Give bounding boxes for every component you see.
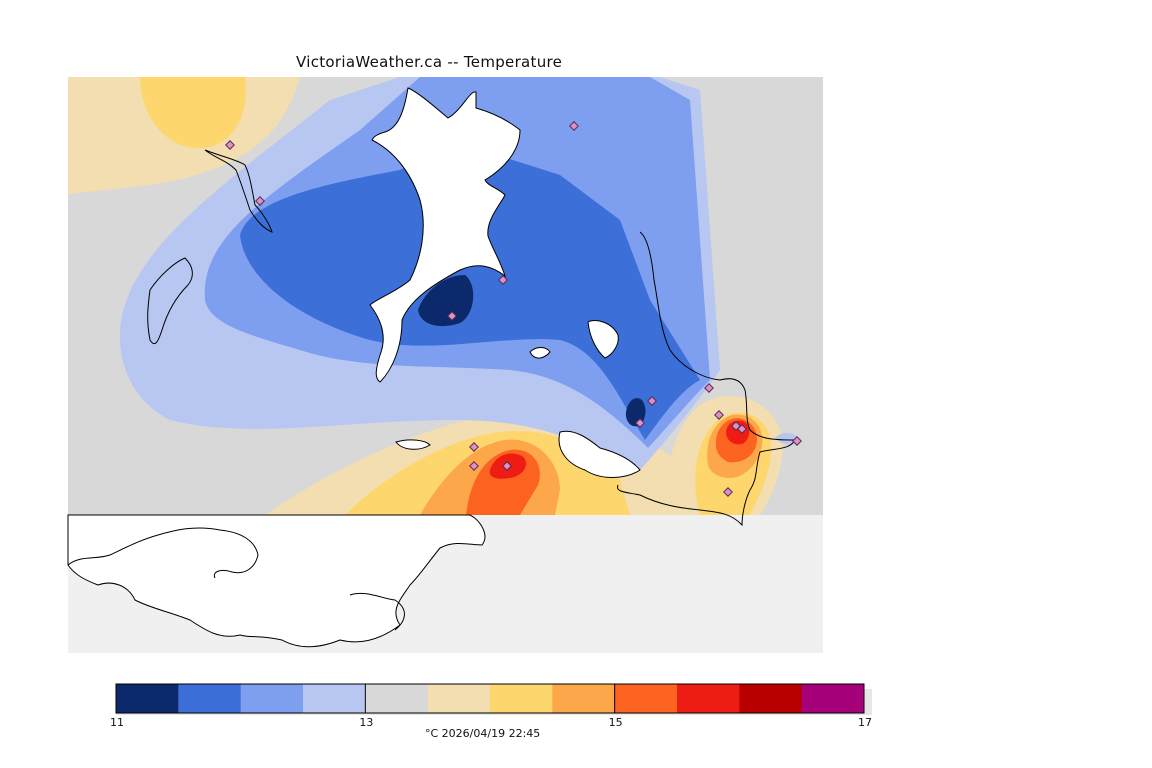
legend-caption: °C 2026/04/19 22:45 — [425, 727, 541, 740]
station-marker[interactable] — [502, 461, 512, 471]
legend-color-cell — [365, 684, 429, 713]
station-marker[interactable] — [225, 140, 235, 150]
legend-color-cell — [677, 684, 740, 713]
coastlines — [67, 149, 796, 631]
station-marker[interactable] — [714, 410, 724, 420]
legend-color-cell — [739, 684, 803, 713]
land-south — [67, 514, 486, 648]
legend-color-cell — [490, 684, 553, 713]
legend-color-cell — [427, 684, 491, 713]
coast-s-shore — [349, 592, 405, 631]
station-marker[interactable] — [469, 442, 479, 452]
island-a — [587, 320, 619, 359]
station-marker[interactable] — [569, 121, 579, 131]
legend-color-cell — [552, 684, 616, 713]
legend-ticks — [115, 684, 865, 713]
station-marker[interactable] — [647, 396, 657, 406]
coastline-mask — [67, 87, 641, 648]
island-b — [529, 347, 551, 359]
contour-14-14.5-nw — [140, 77, 246, 149]
legend-tick-label: 13 — [359, 716, 374, 729]
legend-color-cell — [801, 684, 865, 713]
legend-tick-label: 15 — [608, 716, 623, 729]
station-marker[interactable] — [255, 196, 265, 206]
station-marker[interactable] — [469, 461, 479, 471]
station-markers — [225, 121, 802, 497]
legend-color-cell — [178, 684, 242, 713]
legend-color-cell — [116, 684, 179, 713]
coast-w-island — [147, 257, 193, 345]
island-c — [395, 439, 431, 450]
island-gulf — [558, 430, 641, 478]
coast-nw — [204, 149, 273, 233]
station-marker[interactable] — [447, 311, 457, 321]
legend-cells — [116, 684, 865, 713]
map-title: VictoriaWeather.ca -- Temperature — [296, 53, 563, 71]
legend-tick-label: 11 — [110, 716, 124, 729]
legend-tick-label: 17 — [858, 716, 872, 729]
coast-sw-shore — [67, 527, 259, 579]
legend-color-cell — [240, 684, 304, 713]
station-marker[interactable] — [737, 424, 747, 434]
station-marker[interactable] — [704, 383, 714, 393]
station-marker[interactable] — [498, 275, 508, 285]
station-marker[interactable] — [635, 418, 645, 428]
saanich-inlet — [369, 87, 521, 383]
legend-color-cell — [303, 684, 366, 713]
station-marker[interactable] — [792, 436, 802, 446]
legend-color-cell — [614, 684, 678, 713]
station-marker[interactable] — [723, 487, 733, 497]
contour-11-11.5-a — [418, 275, 474, 327]
